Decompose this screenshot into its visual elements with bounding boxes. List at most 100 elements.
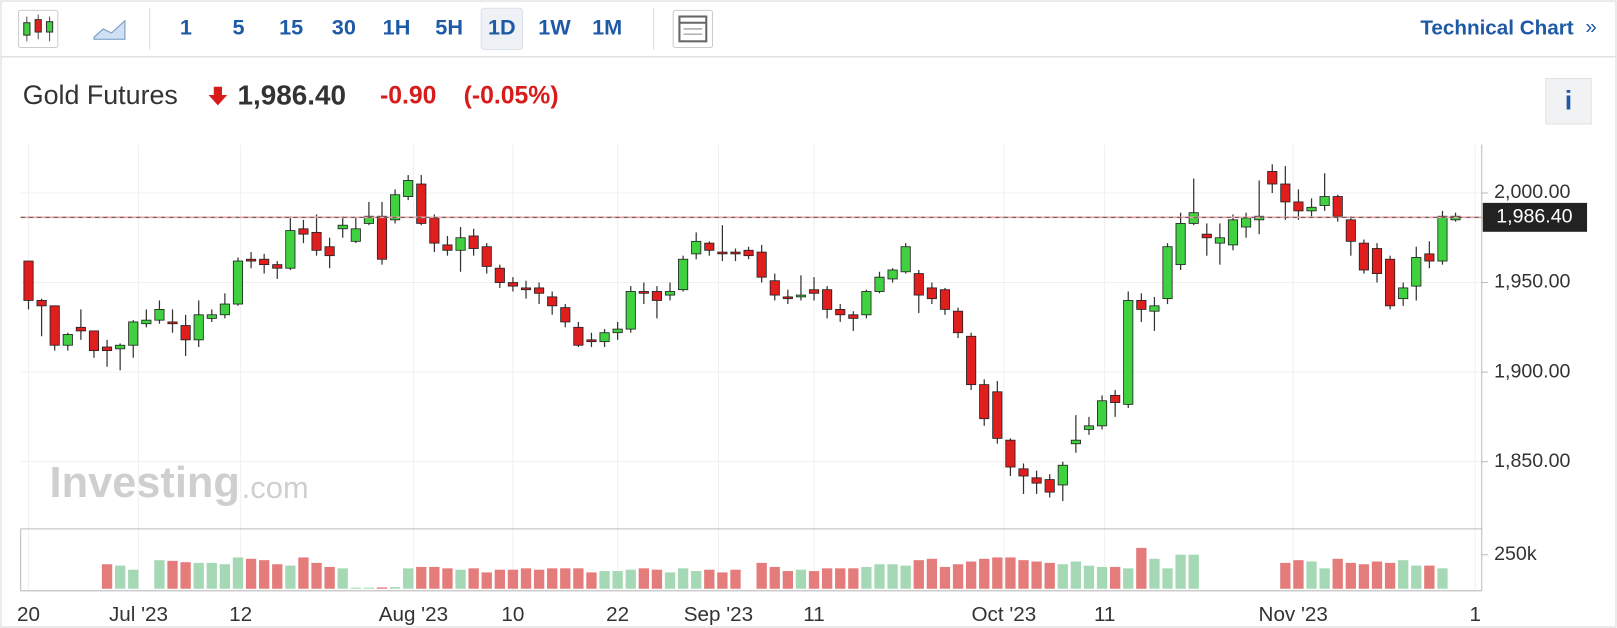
volume-bar: [193, 562, 204, 589]
volume-bar: [311, 562, 322, 589]
candle-body: [180, 325, 191, 341]
candle-body: [88, 330, 100, 352]
volume-bar: [285, 565, 296, 589]
volume-bar: [1371, 561, 1383, 589]
candle-body: [1083, 425, 1095, 430]
candle-body: [206, 314, 217, 319]
volume-bar: [1411, 565, 1422, 589]
candle-body: [730, 251, 741, 255]
volume-bar: [992, 557, 1003, 589]
interval-button[interactable]: 5H: [435, 15, 463, 40]
candle-body: [939, 289, 951, 310]
volume-bar: [900, 565, 911, 589]
candle-body: [861, 291, 872, 316]
volume-bar: [861, 566, 872, 589]
candle-body: [717, 251, 728, 255]
candle-body: [913, 273, 924, 296]
candle-body: [49, 305, 60, 346]
volume-bar: [1162, 568, 1173, 589]
volume-bar: [1319, 568, 1330, 589]
y-tick-label: 2,000.00: [1494, 181, 1570, 203]
x-tick-label: Nov '23: [1259, 603, 1328, 626]
active-interval-bg: [480, 7, 523, 51]
volume-bar: [1306, 561, 1317, 589]
candle-body: [822, 289, 833, 310]
candle-body: [1044, 479, 1055, 493]
candle-body: [926, 287, 937, 300]
volume-bar: [560, 568, 571, 589]
interval-button[interactable]: 1M: [592, 15, 622, 40]
last-price-box: [1482, 202, 1588, 232]
interval-button[interactable]: 15: [279, 15, 303, 40]
volume-bar: [1280, 562, 1291, 589]
candle-body: [560, 307, 571, 323]
interval-button[interactable]: 1D: [488, 15, 516, 40]
candle-body: [455, 237, 466, 251]
interval-button[interactable]: 5: [232, 15, 244, 40]
candle-body: [678, 258, 689, 291]
volume-bar: [848, 568, 859, 589]
candle-body: [416, 183, 427, 224]
candle-body: [1162, 246, 1173, 300]
candle-body: [743, 249, 754, 257]
volume-bar: [612, 571, 623, 589]
volume-bar: [586, 572, 597, 589]
info-button[interactable]: i: [1545, 77, 1592, 125]
candle-body: [128, 321, 139, 346]
volume-bar: [913, 560, 924, 589]
candle-body: [1241, 217, 1252, 228]
volume-bar: [1332, 558, 1343, 589]
candle-body: [625, 291, 636, 330]
area-icon-button[interactable]: [93, 19, 126, 40]
interval-button[interactable]: 1H: [383, 15, 411, 40]
candle-body: [429, 217, 440, 244]
volume-bar: [167, 560, 178, 589]
candle-body: [1097, 400, 1108, 427]
candle-body: [992, 391, 1003, 439]
volume-bar: [1096, 566, 1108, 589]
icon-body: [34, 19, 42, 33]
candle-body: [1070, 439, 1081, 445]
candle-body: [1136, 300, 1147, 310]
candle-body: [651, 291, 662, 301]
candle-body: [363, 215, 374, 224]
volume-tick-label: 250k: [1494, 543, 1537, 565]
candle-body: [966, 335, 977, 386]
candle-body: [311, 231, 322, 251]
volume-bar: [468, 568, 479, 589]
volume-bar: [730, 569, 741, 589]
volume-bar: [337, 568, 348, 589]
volume-bar: [1123, 568, 1134, 589]
area-icon: [93, 19, 126, 40]
volume-bar: [638, 568, 649, 589]
candle-body: [1018, 468, 1029, 477]
volume-bar: [965, 561, 977, 589]
candle-body: [1031, 477, 1042, 484]
candle-body: [403, 180, 414, 197]
interval-button[interactable]: 1: [180, 15, 192, 40]
volume-bar: [664, 572, 676, 589]
volume-bar: [769, 566, 780, 589]
candle-body: [691, 240, 702, 255]
volume-bar: [507, 569, 519, 589]
candle-body: [769, 280, 780, 296]
x-tick-label: Sep '23: [684, 603, 753, 626]
interval-button[interactable]: 30: [332, 15, 356, 40]
volume-bar: [1057, 564, 1068, 589]
candle-body: [1306, 206, 1317, 212]
price-change-pct: (-0.05%): [464, 83, 559, 110]
technical-chart-link[interactable]: Technical Chart: [1420, 16, 1573, 39]
volume-bar: [717, 572, 728, 589]
volume-bar: [1358, 564, 1370, 589]
candle-body: [1267, 171, 1278, 185]
candle-body: [298, 228, 309, 235]
candle-icon-button[interactable]: [18, 9, 59, 49]
interval-button[interactable]: 1W: [538, 15, 571, 40]
candle-body: [887, 269, 898, 280]
candle-body: [115, 344, 126, 350]
link-arrow[interactable]: »: [1585, 15, 1596, 38]
volume-bar: [245, 558, 257, 589]
layout-icon-button[interactable]: [672, 9, 713, 49]
volume-bar: [1070, 561, 1082, 589]
candle-body: [586, 339, 597, 343]
